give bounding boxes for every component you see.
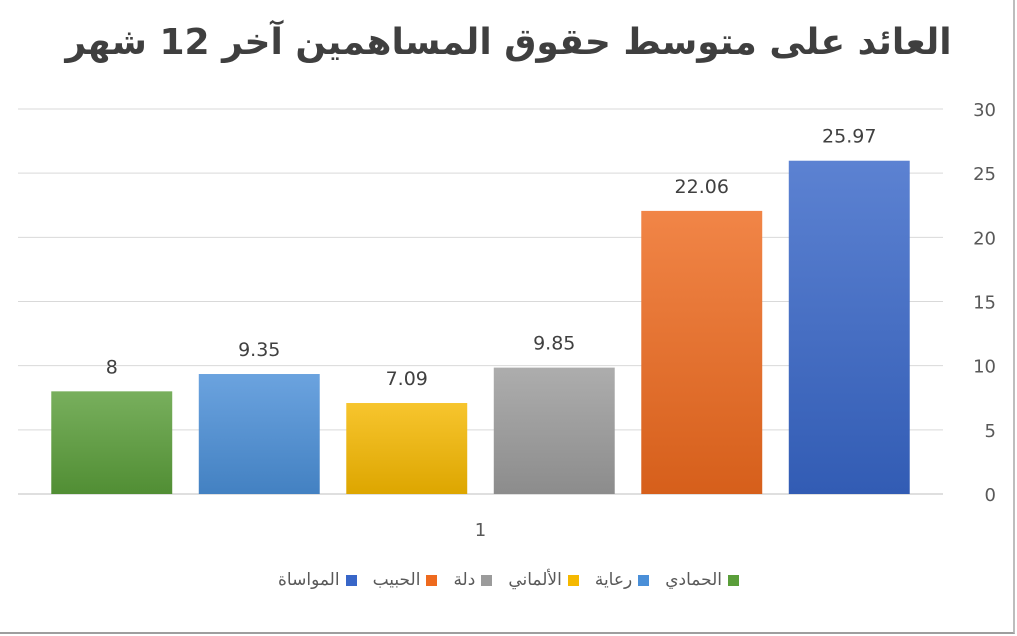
bar <box>788 160 910 495</box>
legend-swatch <box>567 574 579 586</box>
data-label: 8 <box>106 356 118 378</box>
data-labels: 8 9.35 7.09 9.85 22.06 25.97 <box>106 126 877 390</box>
y-tick-label: 5 <box>985 421 996 442</box>
legend-item: دلة <box>453 570 493 590</box>
y-tick-label: 20 <box>973 228 996 249</box>
data-label: 9.85 <box>533 333 575 355</box>
bar <box>198 374 320 494</box>
y-tick-label: 30 <box>973 100 996 121</box>
data-label: 25.97 <box>822 126 876 148</box>
bars <box>51 160 910 495</box>
legend-label: الألماني <box>508 570 562 590</box>
bar <box>51 391 173 494</box>
legend-swatch <box>345 574 357 586</box>
legend-label: دلة <box>453 570 476 590</box>
x-category-label: 1 <box>475 520 486 541</box>
chart-title: العائد على متوسط حقوق المساهمين آخر 12 ش… <box>65 22 952 63</box>
bar <box>493 367 615 494</box>
y-axis-ticks: 0 5 10 15 20 25 30 <box>973 100 996 506</box>
data-label: 22.06 <box>675 176 729 198</box>
legend: الحمادي رعاية الألماني دلة الحبيب المواساة <box>0 570 1017 590</box>
legend-item: الألماني <box>508 570 579 590</box>
legend-label: رعاية <box>594 570 633 590</box>
bar <box>641 210 763 494</box>
legend-label: المواساة <box>278 570 340 590</box>
y-tick-label: 10 <box>973 357 996 378</box>
legend-label: الحمادي <box>665 570 722 590</box>
legend-item: رعاية <box>594 570 650 590</box>
y-tick-label: 25 <box>973 164 996 185</box>
legend-swatch <box>727 574 739 586</box>
legend-swatch <box>638 574 650 586</box>
data-label: 9.35 <box>238 339 280 361</box>
legend-item: المواساة <box>278 570 357 590</box>
y-tick-label: 0 <box>985 485 996 506</box>
legend-label: الحبيب <box>372 570 421 590</box>
data-label: 7.09 <box>386 368 428 390</box>
legend-item: الحمادي <box>665 570 739 590</box>
bar <box>346 403 468 494</box>
legend-item: الحبيب <box>373 570 438 590</box>
legend-swatch <box>426 574 438 586</box>
y-tick-label: 15 <box>973 293 996 314</box>
legend-swatch <box>481 574 493 586</box>
